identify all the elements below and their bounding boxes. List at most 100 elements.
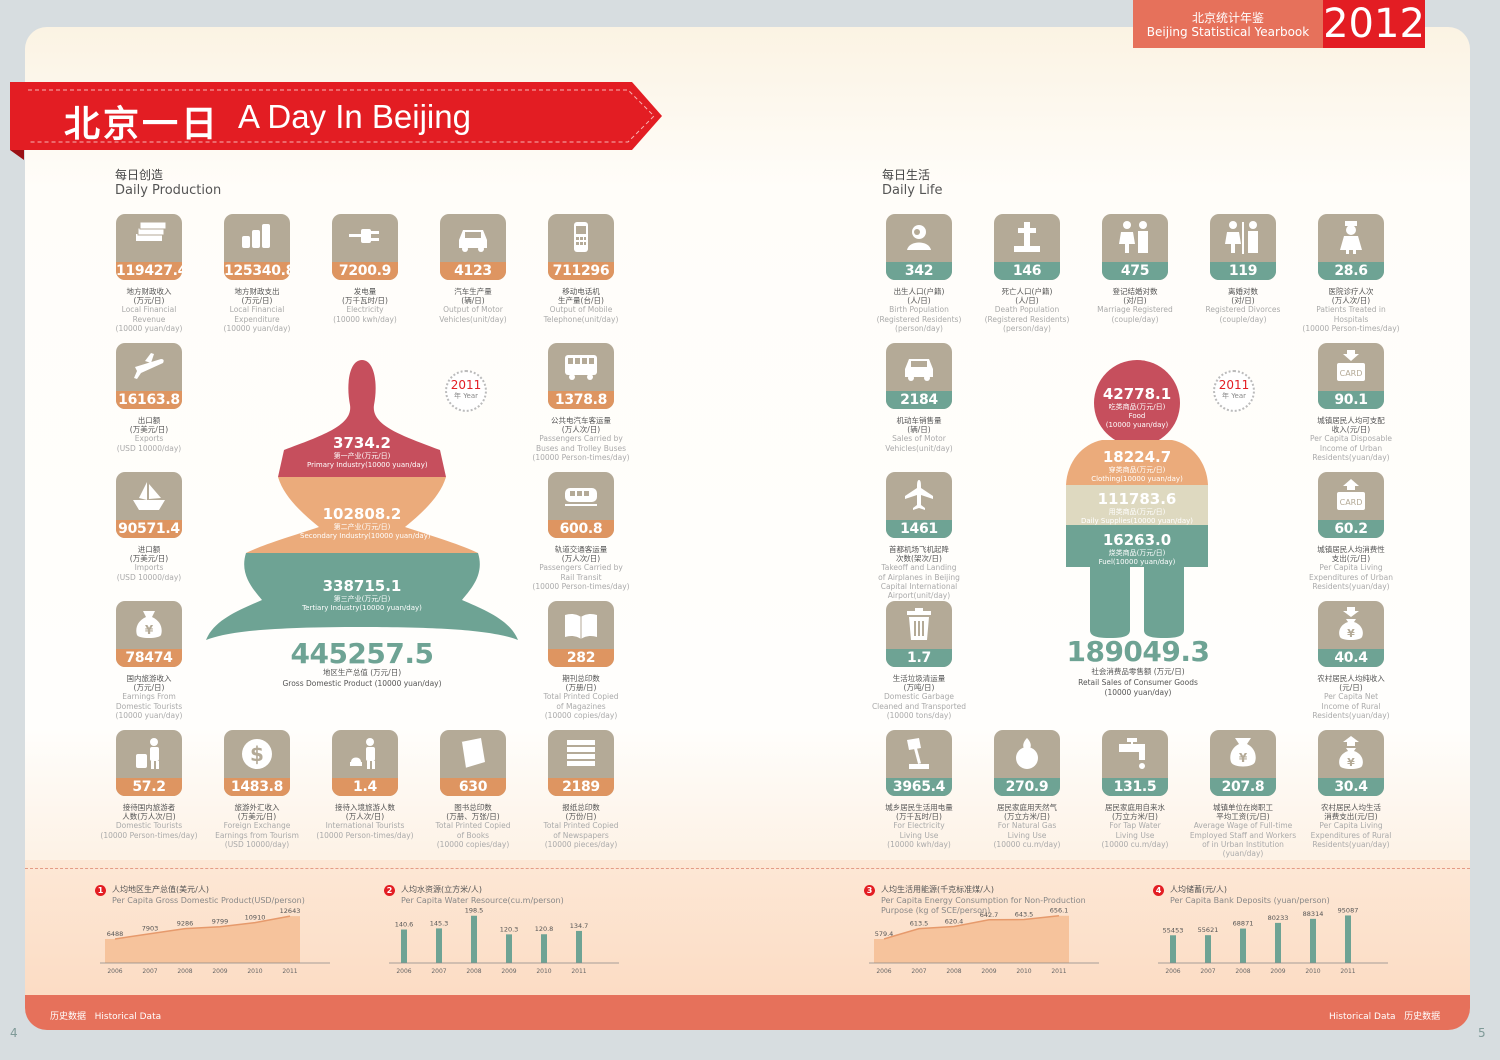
gdp-total-label-en: Gross Domestic Product (10000 yuan/day) (282, 679, 442, 688)
stat-caption-line: Airport(unit/day) (887, 591, 951, 601)
stat-caption-line: 离婚对数 (1228, 287, 1258, 296)
stat-caption: 居民家庭用自来水 (万立方米/日) For Tap Water Living Use(… (1080, 803, 1190, 849)
stat-caption-line: 汽车生产量 (454, 287, 492, 296)
history-x-tick: 2011 (1340, 968, 1355, 975)
stat-caption: 轨道交通客运量 (万人次/日) Passengers Carried by Rail … (526, 545, 636, 591)
stat-tile: $1483.8 (224, 730, 290, 796)
stat-caption-line: (10000 cu.m/day) (1101, 839, 1169, 849)
history-chart-title-cn: 人均地区生产总值(美元/人) (112, 885, 209, 894)
stat-caption-line: (辆/日) (907, 425, 931, 435)
stat-value: 125340.8 (224, 262, 290, 280)
retail-food-text: 42778.1 吃类商品(万元/日) Food (10000 yuan/day) (1085, 385, 1189, 430)
stat-caption: 地方财政收入 (万元/日) Local Financial Revenue (10000… (94, 287, 204, 333)
gdp-gourd-figure (206, 360, 518, 640)
svg-text:¥: ¥ (145, 623, 154, 637)
svg-text:¥: ¥ (1347, 627, 1355, 640)
year-badge-text: 年 Year (453, 392, 479, 400)
stat-caption-line: Residents(yuan/day) (1312, 839, 1390, 849)
retail-fuel-text: 16263.0 烧类商品(万元/日) Fuel(10000 yuan/day) (1075, 531, 1199, 567)
stat-caption: 出口额 (万美元/日) Exports (USD 10000/day) (94, 416, 204, 453)
stat-caption-line: 人数(万人次/日) (122, 812, 176, 822)
stat-tile: 475 (1102, 214, 1168, 280)
stat-value: 2189 (548, 778, 614, 796)
gas-flame-icon (994, 730, 1060, 776)
stat-tile: 90571.4 (116, 472, 182, 538)
stat-caption: 城镇居民人均消费性 支出(元/日) Per Capita Living Expendi… (1296, 545, 1406, 591)
car-icon (440, 214, 506, 260)
year-badge-life: 2011 年 Year (1213, 370, 1255, 412)
stat-caption-line: Domestic Garbage (884, 692, 954, 702)
stat-caption-line: Residents(yuan/day) (1312, 452, 1390, 462)
stat-tile: 119 (1210, 214, 1276, 280)
stat-caption-line: (10000 pieces/day) (544, 839, 618, 849)
history-x-tick: 2006 (396, 968, 411, 975)
history-bar (436, 928, 442, 963)
year-badge-year: 2011 (450, 378, 482, 392)
stat-caption-line: 发电量 (353, 287, 377, 296)
history-bar (1345, 915, 1351, 963)
stat-caption-line: (万册/日) (565, 683, 597, 693)
retail-clothing-label-en: Clothing(10000 yuan/day) (1091, 475, 1183, 483)
history-chart-title-cn: 人均水资源(立方米/人) (401, 885, 482, 894)
year-badge-text: 年 Year (1221, 392, 1247, 400)
page-title-en: A Day In Beijing (238, 98, 471, 135)
history-area-line (114, 915, 291, 940)
life-title-cn: 每日生活 (882, 168, 931, 182)
gdp-secondary-label-en: Secondary Industry(10000 yuan/day) (300, 532, 431, 540)
stat-caption-line: (10000 yuan/day) (115, 710, 183, 720)
stat-caption-line: Vehicles(unit/day) (885, 443, 953, 453)
airplane-icon (116, 343, 182, 389)
stat-value: 57.2 (116, 778, 182, 796)
stat-tile: ¥78474 (116, 601, 182, 667)
stat-tile: CARD 90.1 (1318, 343, 1384, 409)
yearbook-label-en: Beijing Statistical Yearbook (1146, 25, 1310, 39)
stat-caption-line: (万千瓦时/日) (896, 812, 942, 822)
history-chart-header: 4 人均储蓄(元/人) Per Capita Bank Deposits (yuan… (1153, 885, 1330, 906)
history-data-label: 9286 (177, 920, 194, 928)
stat-caption-line: 次数(架次/日) (896, 554, 942, 564)
history-chart-title-cn: 人均储蓄(元/人) (1170, 885, 1227, 894)
stat-caption-line: Expenditures of Rural (1310, 830, 1392, 840)
yearbook-label: 北京统计年鉴 Beijing Statistical Yearbook (1133, 0, 1323, 48)
stat-caption-line: Birth Population (889, 305, 949, 315)
stat-caption-line: Output of Motor (443, 305, 503, 315)
stat-caption-line: Income of Urban (1319, 443, 1383, 453)
stat-caption-line: Electricity (346, 305, 384, 315)
history-bar (576, 930, 582, 963)
stat-caption-line: Domestic Tourists (115, 821, 183, 831)
stat-caption: 首都机场飞机起降 次数(架次/日) Takeoff and Landing of Ai… (864, 545, 974, 600)
stat-caption-line: (10000 Person-times/day) (532, 581, 630, 591)
stat-caption-line: Imports (134, 563, 164, 573)
stat-caption-line: 生产量(台/日) (558, 296, 604, 306)
stat-caption-line: (万人次/日) (561, 425, 601, 435)
history-x-tick: 2009 (1270, 968, 1285, 975)
stat-value: 1.7 (886, 649, 952, 667)
stat-caption: 发电量 (万千瓦时/日) Electricity (10000 kwh/day) (310, 287, 420, 324)
stat-caption-line: 移动电话机 (562, 287, 600, 296)
rural-spend-bag-icon: ¥ (1318, 730, 1384, 776)
stat-tile: 119427.4 (116, 214, 182, 280)
stat-value: 16163.8 (116, 391, 182, 409)
stat-caption-line: Patients Treated in (1316, 305, 1386, 315)
stat-tile: 2184 (886, 343, 952, 409)
stat-value: 342 (886, 262, 952, 280)
stat-caption-line: (Registered Residents) (876, 314, 962, 324)
stat-tile: 146 (994, 214, 1060, 280)
stat-caption: 农村居民人均生活 消费支出(元/日) Per Capita Living Expend… (1296, 803, 1406, 849)
history-area-line (883, 914, 1060, 940)
stat-caption-line: 死亡人口(户籍) (1001, 287, 1053, 296)
stat-caption-line: Total Printed Copied (435, 821, 511, 831)
svg-text:CARD: CARD (1340, 369, 1363, 378)
stat-value: 630 (440, 778, 506, 796)
stat-value: 119427.4 (116, 262, 182, 280)
history-data-label: 579.4 (875, 930, 894, 938)
retail-daily-label-en: Daily Supplies(10000 yuan/day) (1080, 517, 1194, 525)
svg-text:¥: ¥ (1239, 751, 1248, 765)
history-chart-plot: 140.6 2006 145.3 2007 198.5 2008 120.3 2009 120.… (389, 907, 619, 975)
history-data-label: 613.5 (910, 920, 929, 928)
stat-value: 1461 (886, 520, 952, 538)
stat-caption-line: (10000 tons/day) (886, 710, 952, 720)
mobile-phone-icon (548, 214, 614, 260)
footer-right-cn: 历史数据 (1404, 1012, 1441, 1022)
stat-caption-line: of Magazines (556, 701, 606, 711)
